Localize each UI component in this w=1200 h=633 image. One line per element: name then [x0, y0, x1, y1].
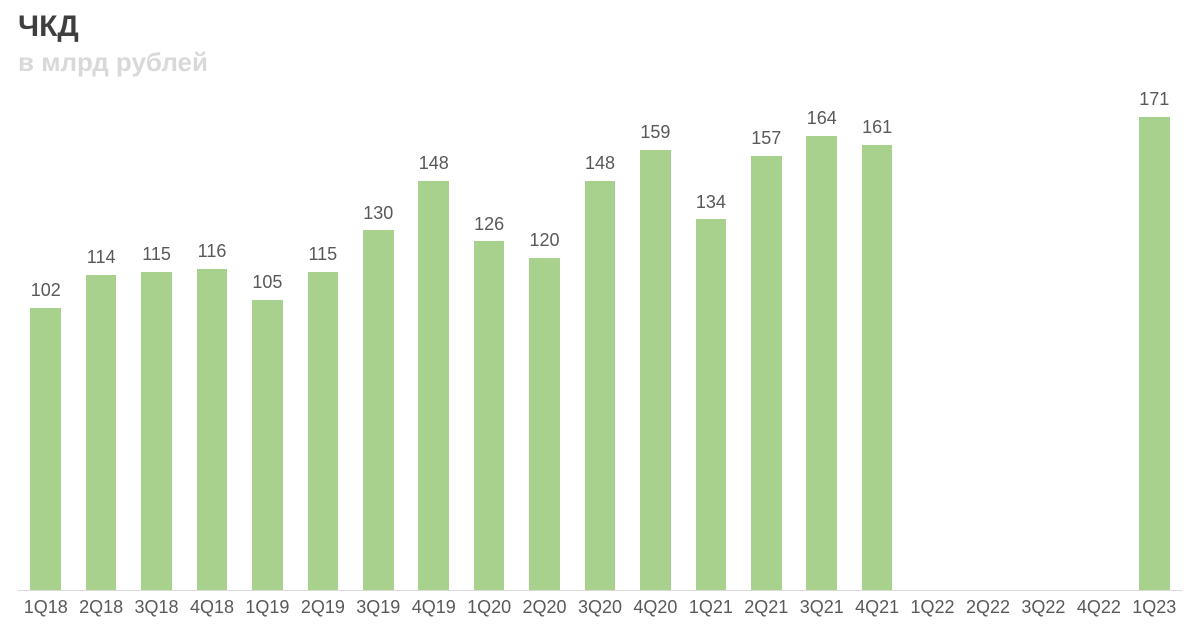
- bar: [474, 241, 504, 590]
- bar-slot: 102: [18, 92, 73, 590]
- x-axis-label: 1Q20: [461, 597, 516, 618]
- x-axis-label: 2Q22: [960, 597, 1015, 618]
- bar-slot: 120: [517, 92, 572, 590]
- x-axis-label: 3Q22: [1016, 597, 1071, 618]
- x-axis-label: 4Q20: [628, 597, 683, 618]
- bar-value-label: 157: [739, 128, 794, 149]
- bar-value-label: 102: [18, 280, 73, 301]
- bar-value-label: 171: [1127, 89, 1182, 110]
- chart-subtitle: в млрд рублей: [18, 47, 1182, 78]
- bar-slot: 159: [628, 92, 683, 590]
- x-axis-label: 1Q19: [240, 597, 295, 618]
- bar-chart: 1021141151161051151301481261201481591341…: [18, 92, 1182, 621]
- x-axis-label: 2Q18: [73, 597, 128, 618]
- bar-value-label: 130: [351, 203, 406, 224]
- chart-title: ЧКД: [18, 10, 1182, 45]
- bar-slot: 130: [351, 92, 406, 590]
- bar-slot: 148: [572, 92, 627, 590]
- bar: [1139, 117, 1169, 590]
- x-axis-label: 1Q18: [18, 597, 73, 618]
- x-axis-label: 2Q21: [739, 597, 794, 618]
- bar: [806, 136, 836, 590]
- bar: [751, 156, 781, 590]
- bar: [418, 181, 448, 590]
- bar-value-label: 115: [129, 244, 184, 265]
- bar-value-label: 159: [628, 122, 683, 143]
- bar-value-label: 126: [461, 214, 516, 235]
- x-axis-label: 3Q18: [129, 597, 184, 618]
- bar-value-label: 114: [73, 247, 128, 268]
- bar-value-label: 148: [406, 153, 461, 174]
- bar: [696, 219, 726, 590]
- x-axis-label: 2Q20: [517, 597, 572, 618]
- x-axis-label: 3Q19: [351, 597, 406, 618]
- x-axis-label: 1Q23: [1127, 597, 1182, 618]
- bar: [308, 272, 338, 590]
- bar-slot: 171: [1127, 92, 1182, 590]
- bar-slot: 161: [849, 92, 904, 590]
- bar-slot: 157: [739, 92, 794, 590]
- x-axis-label: 3Q21: [794, 597, 849, 618]
- bar-slot: 115: [129, 92, 184, 590]
- bar: [363, 230, 393, 590]
- x-axis-label: 4Q21: [849, 597, 904, 618]
- plot-area: 1021141151161051151301481261201481591341…: [18, 92, 1182, 591]
- bar-slot: 115: [295, 92, 350, 590]
- bar: [86, 275, 116, 590]
- x-axis-label: 2Q19: [295, 597, 350, 618]
- bar: [640, 150, 670, 590]
- bar-value-label: 134: [683, 192, 738, 213]
- bar: [141, 272, 171, 590]
- bar: [585, 181, 615, 590]
- bar-slot: 105: [240, 92, 295, 590]
- bar: [30, 308, 60, 590]
- bar-value-label: 148: [572, 153, 627, 174]
- bar-value-label: 105: [240, 272, 295, 293]
- bar-slot: 148: [406, 92, 461, 590]
- bar-slot: 134: [683, 92, 738, 590]
- bar-value-label: 161: [849, 117, 904, 138]
- bar-value-label: 120: [517, 230, 572, 251]
- bar: [252, 300, 282, 591]
- x-axis-label: 4Q22: [1071, 597, 1126, 618]
- bar: [529, 258, 559, 590]
- x-axis-label: 4Q19: [406, 597, 461, 618]
- x-axis-label: 1Q21: [683, 597, 738, 618]
- bar-slot: 126: [461, 92, 516, 590]
- bar-slot: 116: [184, 92, 239, 590]
- x-axis-labels: 1Q182Q183Q184Q181Q192Q193Q194Q191Q202Q20…: [18, 593, 1182, 621]
- chart-container: ЧКД в млрд рублей 1021141151161051151301…: [0, 0, 1200, 633]
- bar: [197, 269, 227, 590]
- bar-value-label: 115: [295, 244, 350, 265]
- bar-value-label: 116: [184, 241, 239, 262]
- bar: [862, 145, 892, 590]
- bar-slot: 114: [73, 92, 128, 590]
- bar-slot: 164: [794, 92, 849, 590]
- x-axis-label: 3Q20: [572, 597, 627, 618]
- x-axis-label: 4Q18: [184, 597, 239, 618]
- x-axis-label: 1Q22: [905, 597, 960, 618]
- bar-value-label: 164: [794, 108, 849, 129]
